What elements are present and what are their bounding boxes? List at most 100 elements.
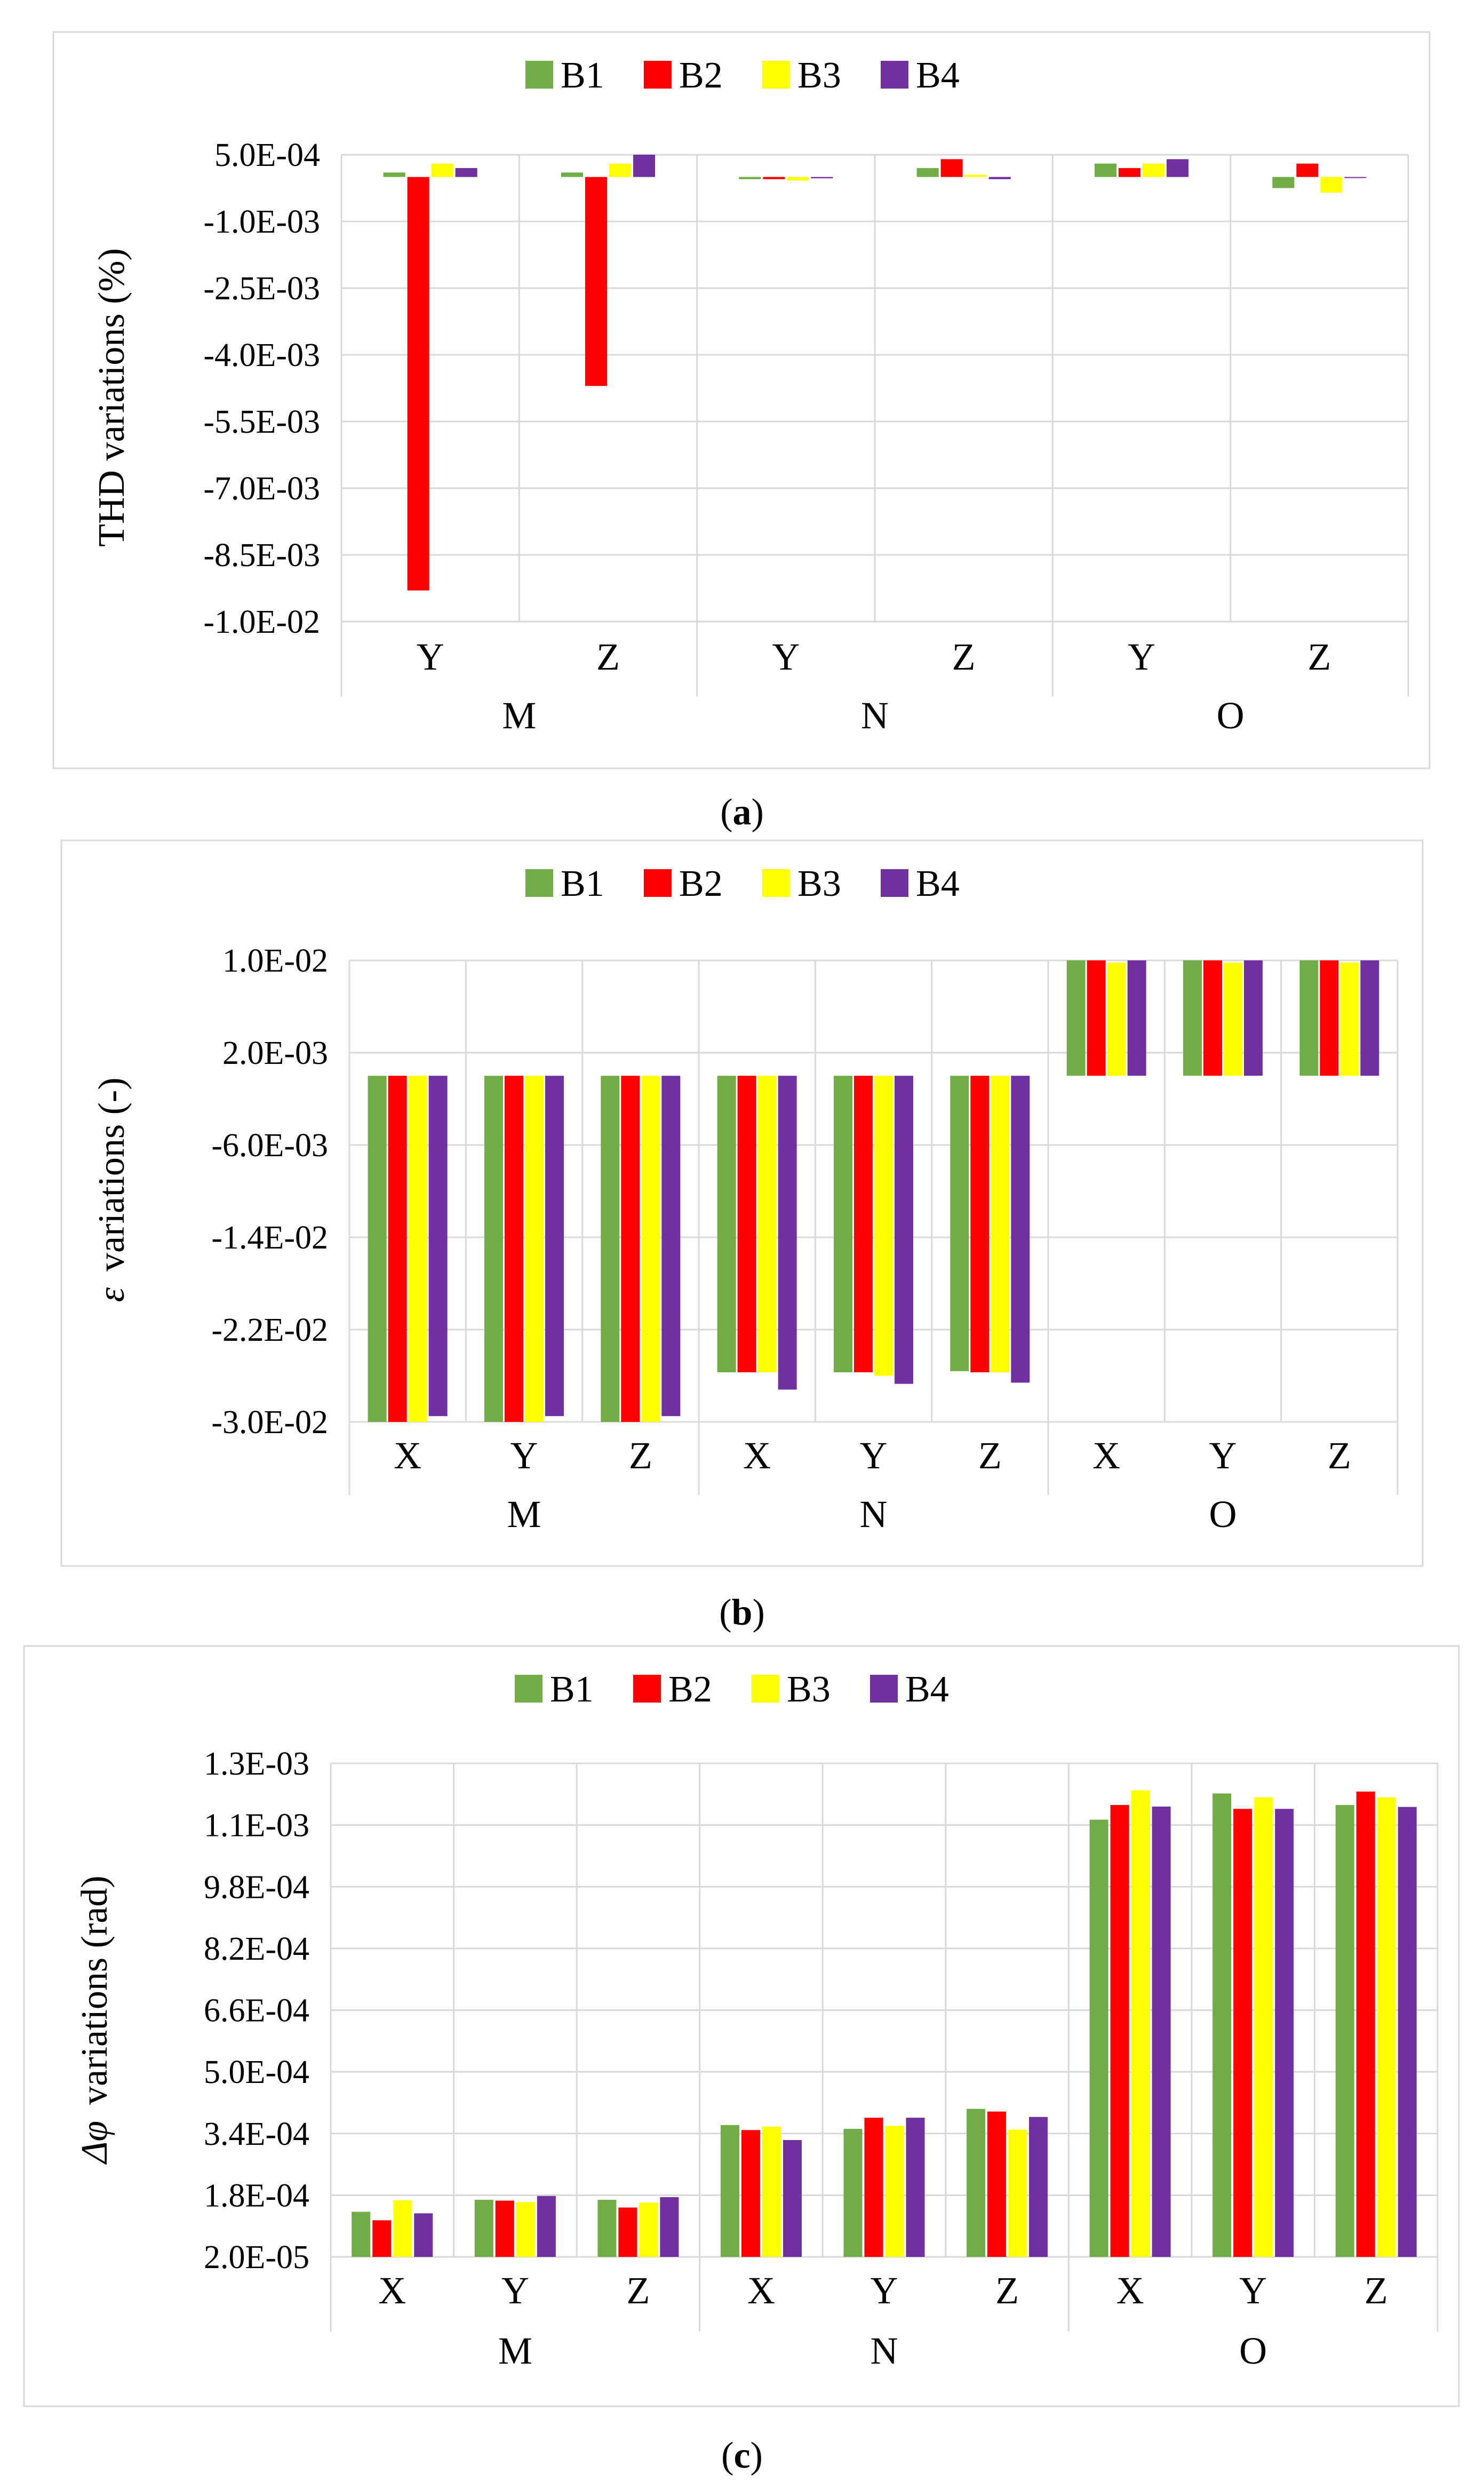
chart-a-bar-b4 — [988, 177, 1011, 179]
chart-a-bar-b2 — [407, 177, 429, 591]
chart-c-x-tick-label: Z — [1365, 2269, 1388, 2312]
chart-c-bar-b4 — [1152, 1806, 1171, 2257]
chart-a-bar-b1 — [1095, 163, 1116, 177]
chart-a-bar-b4 — [455, 168, 477, 177]
chart-c-y-axis-label: Δφvariations (rad) — [74, 1875, 115, 2165]
chart-c-bar-b2 — [1356, 1791, 1375, 2257]
chart-b-bar-b2 — [1087, 960, 1106, 1076]
chart-b-bar-b2 — [1320, 960, 1339, 1076]
chart-a-bar-b3 — [431, 163, 453, 177]
chart-b-bar-b1 — [484, 1076, 503, 1422]
chart-c-legend: B1 B2 B3 B4 — [515, 1669, 949, 1710]
chart-b-bar-b4 — [661, 1076, 681, 1417]
chart-a-bar-b3 — [964, 174, 987, 177]
chart-c-bar-b2 — [741, 2130, 760, 2257]
chart-a-y-tick-label: -5.5E-03 — [203, 404, 320, 440]
chart-c-frame — [23, 1645, 1460, 2407]
chart-c-bar-b4 — [1275, 1809, 1294, 2257]
chart-c-y-tick-label: 1.1E-03 — [204, 1808, 309, 1844]
chart-a-legend-swatch-b3 — [762, 61, 790, 89]
chart-b-x-tick-label: Y — [1209, 1434, 1237, 1477]
chart-c-bar-b3 — [1377, 1797, 1396, 2257]
chart-c-legend-swatch-b1 — [515, 1675, 542, 1703]
chart-c-x-tick-label: Y — [1239, 2269, 1267, 2312]
chart-c-bar-b2 — [372, 2220, 392, 2257]
chart-a-y-ticks: 5.0E-04 -1.0E-03 -2.5E-03 -4.0E-03 -5.5E-03 -… — [203, 137, 320, 640]
chart-a-bar-b3 — [1143, 163, 1164, 177]
chart-c-y-tick-label: 3.4E-04 — [204, 2116, 309, 2152]
chart-b-bar-b3 — [641, 1076, 660, 1422]
chart-c-gridlines — [330, 1762, 1439, 2258]
caption-a: (a) — [720, 792, 764, 833]
chart-c-bar-b4 — [537, 2196, 556, 2257]
chart-b-y-tick-label: -1.4E-02 — [211, 1220, 328, 1256]
chart-c-legend-label-b4: B4 — [905, 1669, 949, 1710]
chart-a-group-label: O — [1217, 694, 1244, 737]
chart-a-x-tick-label: Y — [772, 635, 800, 678]
chart-c-bar-b4 — [906, 2118, 925, 2257]
chart-a-y-axis-label: THD variations (%) — [91, 248, 132, 547]
chart-b-y-tick-label: -3.0E-02 — [211, 1404, 328, 1441]
chart-a-bar-b4 — [811, 177, 833, 179]
chart-a-group-label: M — [502, 694, 536, 737]
chart-a-bar-b1 — [1272, 177, 1295, 188]
chart-b-legend: B1 B2 B3 B4 — [525, 863, 960, 904]
chart-c-y-tick-label: 5.0E-04 — [204, 2054, 309, 2090]
chart-b-bar-b3 — [1340, 963, 1359, 1076]
chart-c-bar-b3 — [1254, 1797, 1273, 2257]
chart-b-legend-label-b2: B2 — [679, 863, 723, 904]
chart-c-y-ticks: 1.3E-03 1.1E-03 9.8E-04 8.2E-04 6.6E-04 5.0E-… — [204, 1746, 309, 2276]
chart-b-bar-b1 — [1183, 960, 1202, 1076]
chart-c-x-tick-label: X — [747, 2269, 775, 2312]
chart-b-bar-b4 — [545, 1076, 564, 1417]
chart-c-bar-b1 — [1335, 1805, 1354, 2257]
chart-a-bar-b2 — [1119, 168, 1140, 177]
chart-b-bar-b3 — [757, 1076, 777, 1373]
chart-a-x-tick-label: Z — [1307, 635, 1331, 678]
chart-c-bar-b4 — [660, 2197, 679, 2257]
chart-b-bar-b4 — [1244, 960, 1263, 1076]
chart-c-y-tick-label: 6.6E-04 — [204, 1993, 309, 2029]
chart-c-y-tick-label: 1.3E-03 — [204, 1746, 309, 1782]
chart-b-legend-label-b3: B3 — [797, 863, 841, 904]
chart-b-x-tick-label: X — [743, 1434, 771, 1477]
chart-c-x-tick-label: Z — [995, 2269, 1019, 2312]
chart-a-y-tick-label: -7.0E-03 — [203, 471, 320, 507]
chart-a-y-tick-label: -8.5E-03 — [203, 537, 320, 574]
chart-a-y-tick-label: -1.0E-02 — [203, 604, 320, 640]
chart-b-legend-swatch-b3 — [762, 869, 790, 897]
chart-a-bar-b1 — [383, 172, 405, 177]
chart-a-group-label: N — [861, 694, 889, 737]
chart-b-bar-b3 — [1224, 963, 1242, 1076]
chart-c-legend-swatch-b2 — [633, 1675, 661, 1703]
chart-a-bar-b2 — [940, 159, 963, 177]
chart-a-x-ticks: Y Z Y Z Y Z M N O — [340, 622, 1409, 737]
chart-c-bar-b3 — [516, 2202, 535, 2257]
chart-a-bar-b3 — [787, 177, 809, 181]
chart-c-y-tick-label: 9.8E-04 — [204, 1869, 309, 1905]
chart-b-group-label: M — [507, 1493, 541, 1536]
chart-b-bar-b4 — [428, 1076, 448, 1417]
chart-a-bar-b2 — [763, 177, 785, 179]
chart-a-legend-swatch-b2 — [644, 61, 672, 89]
chart-b-bar-b2 — [621, 1076, 640, 1422]
chart-b-bar-b1 — [1299, 960, 1319, 1076]
chart-b-bar-b1 — [834, 1076, 852, 1373]
chart-b-legend-label-b4: B4 — [916, 863, 960, 904]
chart-b-x-tick-label: X — [1092, 1434, 1120, 1477]
chart-a-legend-label-b2: B2 — [679, 55, 723, 96]
chart-a-bar-b1 — [561, 172, 583, 177]
chart-b-bar-b4 — [778, 1076, 797, 1390]
chart-c-bar-b1 — [474, 2200, 493, 2257]
chart-b-gridlines — [348, 959, 1399, 1423]
chart-a-y-tick-label: 5.0E-04 — [214, 137, 320, 173]
chart-a-legend-label-b4: B4 — [916, 55, 960, 96]
chart-b-bar-b2 — [505, 1076, 523, 1422]
chart-b-bars — [368, 960, 1379, 1422]
chart-c-bar-b3 — [393, 2200, 412, 2257]
chart-c-bar-b4 — [783, 2140, 802, 2257]
chart-b-group-label: N — [860, 1493, 888, 1536]
chart-a-x-tick-label: Y — [417, 635, 444, 678]
chart-c-bar-b2 — [1110, 1805, 1129, 2257]
chart-c-bar-b4 — [414, 2213, 433, 2257]
